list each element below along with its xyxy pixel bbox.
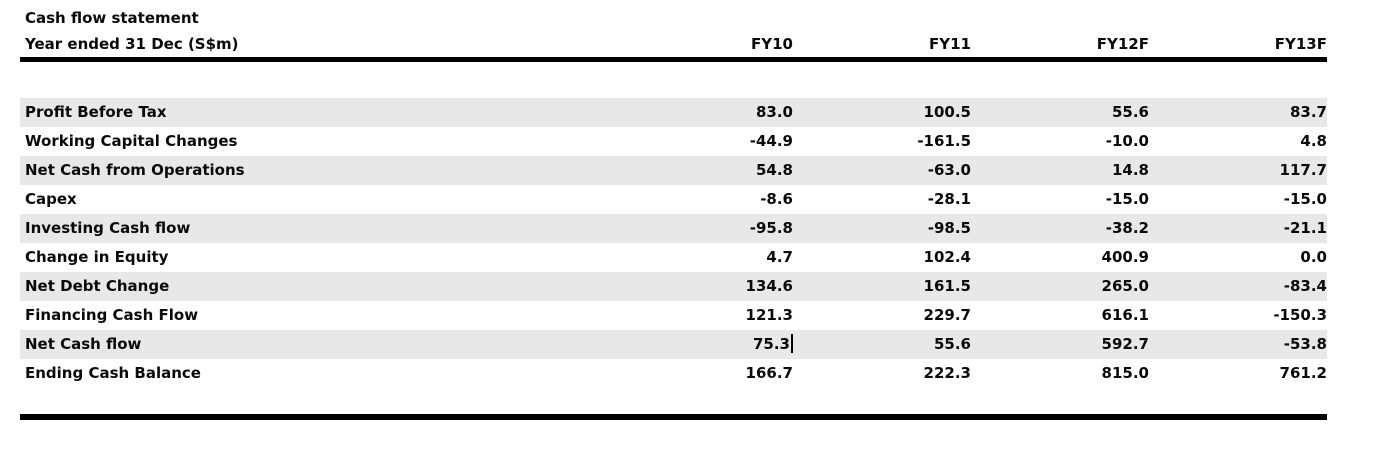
cell-value: 400.9 <box>1101 248 1149 266</box>
row-label: Financing Cash Flow <box>25 306 199 324</box>
cell-value: 83.7 <box>1289 103 1327 121</box>
cell-value: -161.5 <box>917 132 971 150</box>
cell-value: 83.0 <box>755 103 793 121</box>
cell-value: 616.1 <box>1101 306 1149 324</box>
table-row: Ending Cash Balance 166.7 222.3 815.0 76… <box>20 359 1327 388</box>
cell-value: -63.0 <box>927 161 971 179</box>
cell-value: -98.5 <box>927 219 971 237</box>
spacer-row <box>20 388 1327 414</box>
cash-flow-statement-table: Cash flow statement Year ended 31 Dec (S… <box>20 0 1327 420</box>
column-header-fy10: FY10 <box>751 35 793 53</box>
table-row: Financing Cash Flow 121.3 229.7 616.1 -1… <box>20 301 1327 330</box>
row-label: Ending Cash Balance <box>25 364 201 382</box>
cell-value: -44.9 <box>749 132 793 150</box>
cell-value: 166.7 <box>745 364 793 382</box>
column-header-fy11: FY11 <box>929 35 971 53</box>
table-header-row: Year ended 31 Dec (S$m) FY10 FY11 FY12F … <box>20 30 1327 62</box>
cell-value: -8.6 <box>760 190 793 208</box>
cell-value: 100.5 <box>923 103 971 121</box>
cell-value: 117.7 <box>1279 161 1327 179</box>
table-row: Net Debt Change 134.6 161.5 265.0 -83.4 <box>20 272 1327 301</box>
column-header-fy13f: FY13F <box>1274 35 1327 53</box>
table-body: Profit Before Tax 83.0 100.5 55.6 83.7 W… <box>20 98 1327 388</box>
row-label: Net Cash from Operations <box>25 161 245 179</box>
header-label: Year ended 31 Dec (S$m) <box>25 35 239 53</box>
cell-value: 55.6 <box>933 335 971 353</box>
cell-value: 102.4 <box>923 248 971 266</box>
cell-value: 592.7 <box>1101 335 1149 353</box>
table-row: Net Cash from Operations 54.8 -63.0 14.8… <box>20 156 1327 185</box>
cell-value: 121.3 <box>745 306 793 324</box>
table-bottom-rule <box>20 414 1327 420</box>
table-row: Working Capital Changes -44.9 -161.5 -10… <box>20 127 1327 156</box>
cell-value: 4.8 <box>1300 132 1327 150</box>
cell-value: -15.0 <box>1283 190 1327 208</box>
spacer-row <box>20 62 1327 98</box>
cell-value: -10.0 <box>1105 132 1149 150</box>
cell-text: 75.3 <box>752 335 790 353</box>
row-label: Capex <box>25 190 77 208</box>
row-label: Net Debt Change <box>25 277 170 295</box>
table-row: Profit Before Tax 83.0 100.5 55.6 83.7 <box>20 98 1327 127</box>
cell-value: 54.8 <box>755 161 793 179</box>
table-row: Net Cash flow 75.3 55.6 592.7 -53.8 <box>20 330 1327 359</box>
cell-value: -38.2 <box>1105 219 1149 237</box>
cell-value: -83.4 <box>1283 277 1327 295</box>
cell-value: -53.8 <box>1283 335 1327 353</box>
cell-value: 815.0 <box>1101 364 1149 382</box>
cell-value: 0.0 <box>1300 248 1327 266</box>
row-label: Change in Equity <box>25 248 169 266</box>
table-row: Capex -8.6 -28.1 -15.0 -15.0 <box>20 185 1327 214</box>
cell-value: 161.5 <box>923 277 971 295</box>
cell-value: -28.1 <box>927 190 971 208</box>
row-label: Investing Cash flow <box>25 219 191 237</box>
text-cursor-caret <box>791 334 793 353</box>
table-row: Investing Cash flow -95.8 -98.5 -38.2 -2… <box>20 214 1327 243</box>
cell-value-editing[interactable]: 75.3 <box>615 330 793 359</box>
cell-value: -150.3 <box>1273 306 1327 324</box>
table-title: Cash flow statement <box>25 9 199 27</box>
cell-value: -15.0 <box>1105 190 1149 208</box>
row-label: Working Capital Changes <box>25 132 238 150</box>
column-header-fy12f: FY12F <box>1096 35 1149 53</box>
cell-value: 761.2 <box>1279 364 1327 382</box>
cell-value: 14.8 <box>1111 161 1149 179</box>
cell-value: 265.0 <box>1101 277 1149 295</box>
cell-value: 134.6 <box>745 277 793 295</box>
cell-value: 55.6 <box>1111 103 1149 121</box>
row-label: Net Cash flow <box>25 335 142 353</box>
cell-value: 4.7 <box>766 248 793 266</box>
cell-value: -21.1 <box>1283 219 1327 237</box>
cell-value: 222.3 <box>923 364 971 382</box>
table-row: Change in Equity 4.7 102.4 400.9 0.0 <box>20 243 1327 272</box>
cell-value: 229.7 <box>923 306 971 324</box>
cell-value: -95.8 <box>749 219 793 237</box>
row-label: Profit Before Tax <box>25 103 167 121</box>
